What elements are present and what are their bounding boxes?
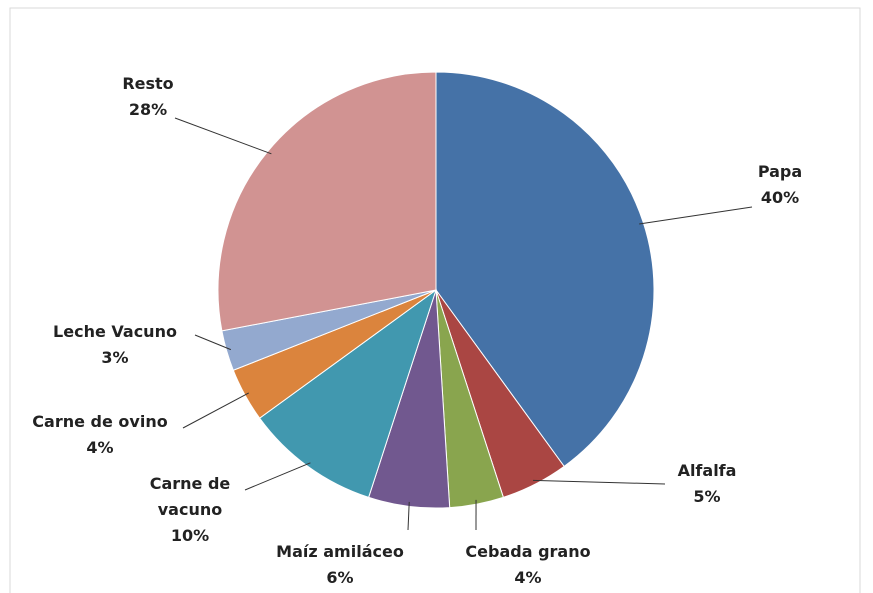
category-label: Maíz amiláceo [276, 542, 404, 561]
pie-slice [217, 71, 437, 332]
category-label: Leche Vacuno [53, 322, 177, 341]
value-label: 28% [128, 100, 168, 119]
value-label: 4% [514, 568, 542, 587]
data-label: Carne de ovino 4% [15, 409, 185, 461]
data-label: Papa 40% [720, 159, 840, 211]
value-label: 5% [693, 487, 721, 506]
data-label: Cebada grano 4% [448, 539, 608, 591]
category-label: Papa [757, 162, 803, 181]
value-label: 10% [170, 526, 210, 545]
category-label: Resto [122, 74, 174, 93]
data-label: Resto 28% [98, 71, 198, 123]
value-label: 6% [326, 568, 354, 587]
data-label: Alfalfa 5% [647, 458, 767, 510]
leader-line [194, 334, 232, 351]
leader-line [182, 392, 250, 429]
data-label: Carne de vacuno 10% [140, 471, 240, 549]
value-label: 3% [101, 348, 129, 367]
leader-line [174, 117, 272, 155]
leader-line [532, 479, 666, 485]
category-label: Carne de vacuno [149, 474, 231, 519]
data-label: Maíz amiláceo 6% [260, 539, 420, 591]
leader-line [407, 501, 410, 531]
value-label: 4% [86, 438, 114, 457]
data-label: Leche Vacuno 3% [30, 319, 200, 371]
category-label: Alfalfa [677, 461, 737, 480]
category-label: Cebada grano [465, 542, 591, 561]
category-label: Carne de ovino [32, 412, 168, 431]
pie-slice [435, 71, 655, 468]
pie-slice [258, 288, 437, 498]
leader-line [244, 462, 311, 491]
value-label: 40% [760, 188, 800, 207]
chart-frame [9, 7, 861, 593]
leader-line [639, 206, 753, 225]
